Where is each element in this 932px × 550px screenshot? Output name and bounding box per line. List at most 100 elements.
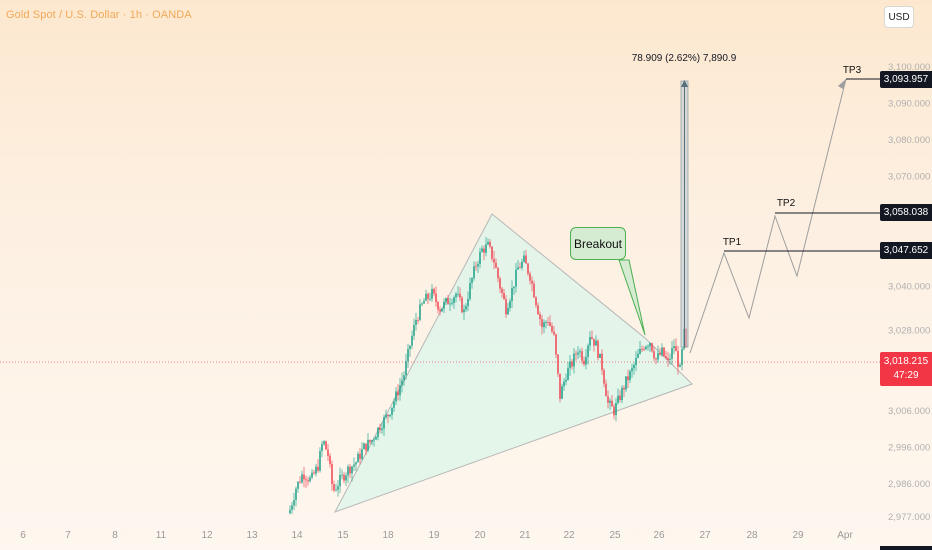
axis-corner-marker	[880, 546, 932, 550]
candle-body	[401, 380, 403, 386]
candle-body	[639, 348, 641, 354]
candle-body	[479, 251, 481, 264]
candle-body	[455, 293, 457, 298]
candle-body	[605, 383, 607, 397]
candle-body	[567, 368, 569, 380]
candle-body	[411, 335, 413, 346]
symbol-title: Gold Spot / U.S. Dollar · 1h · OANDA	[6, 9, 192, 21]
candle-body	[313, 472, 315, 474]
candle-body	[289, 509, 291, 514]
projection-arrowhead	[838, 79, 846, 89]
candle-body	[445, 298, 447, 302]
candle-body	[625, 376, 627, 390]
candle-body	[665, 356, 667, 359]
candle-body	[499, 278, 501, 289]
y-tick-label: 2,996.000	[888, 442, 930, 453]
candle-body	[345, 475, 347, 481]
x-tick-label: 18	[382, 530, 394, 541]
candle-body	[677, 351, 679, 367]
candle-body	[645, 346, 647, 350]
y-axis: 3,100.000 3,090.000 3,080.000 3,070.000 3,04…	[888, 62, 930, 523]
breakout-pointer	[618, 259, 646, 336]
candle-body	[607, 396, 609, 403]
candle-body	[487, 241, 489, 245]
candle-body	[403, 375, 405, 381]
candle-body	[365, 443, 367, 451]
candle-body	[597, 340, 599, 358]
candle-body	[525, 255, 527, 264]
candle-body	[513, 286, 515, 289]
candle-body	[429, 298, 431, 300]
x-tick-label: 8	[112, 530, 118, 541]
candle-body	[303, 474, 305, 480]
candle-body	[413, 324, 415, 336]
candle-body	[549, 322, 551, 326]
candle-body	[399, 385, 401, 396]
currency-button[interactable]: USD	[884, 6, 914, 28]
candle-body	[305, 479, 307, 481]
candle-body	[433, 288, 435, 294]
candle-body	[629, 371, 631, 381]
candle-body	[475, 266, 477, 268]
candle-body	[511, 288, 513, 302]
x-tick-label: 7	[65, 530, 71, 541]
candle-body	[297, 481, 299, 489]
candle-body	[603, 370, 605, 384]
candle-body	[325, 441, 327, 450]
candle-body	[547, 322, 549, 324]
target-label-tp3: TP3	[843, 65, 862, 76]
candle-body	[505, 299, 507, 315]
candle-body	[369, 439, 371, 443]
candle-body	[515, 269, 517, 287]
candle-body	[339, 474, 341, 487]
candle-body	[671, 348, 673, 359]
x-tick-label: 27	[699, 530, 711, 541]
x-tick-label: 11	[156, 530, 167, 541]
candle-body	[673, 346, 675, 349]
candle-body	[649, 343, 651, 347]
candle-body	[571, 361, 573, 367]
tp2-price-tag: 3,058.038	[880, 204, 932, 221]
x-tick-label: 12	[201, 530, 213, 541]
candle-body	[393, 401, 395, 408]
candle-body	[613, 406, 615, 416]
candle-body	[439, 309, 441, 312]
candle-body	[355, 462, 357, 465]
candle-body	[627, 376, 629, 381]
candle-body	[417, 320, 419, 321]
x-tick-label: 29	[792, 530, 804, 541]
candle-body	[593, 338, 595, 346]
candle-body	[551, 325, 553, 332]
x-tick-label: 6	[20, 530, 26, 541]
candle-body	[565, 379, 567, 382]
candle-body	[473, 266, 475, 279]
candle-body	[315, 466, 317, 474]
candle-body	[587, 345, 589, 357]
candle-body	[395, 391, 397, 402]
candle-body	[327, 449, 329, 456]
candle-body	[501, 288, 503, 293]
candle-body	[569, 361, 571, 369]
candle-body	[599, 353, 601, 358]
candle-body	[493, 258, 495, 263]
tp1-price-tag: 3,047.652	[880, 242, 932, 259]
candle-body	[527, 263, 529, 274]
candle-body	[619, 395, 621, 401]
candle-body	[637, 353, 639, 358]
candle-body	[357, 453, 359, 463]
candle-body	[371, 440, 373, 443]
candle-body	[481, 248, 483, 252]
candle-body	[633, 365, 635, 369]
current-price-value: 3,018.215	[883, 356, 929, 367]
measure-label: 78.909 (2.62%) 7,890.9	[632, 53, 737, 64]
candle-body	[341, 474, 343, 476]
candle-body	[471, 278, 473, 284]
triangle-pattern	[333, 213, 693, 513]
candle-body	[621, 387, 623, 401]
candle-body	[359, 453, 361, 459]
candle-body	[435, 293, 437, 303]
candle-body	[311, 472, 313, 478]
candle-body	[581, 351, 583, 361]
